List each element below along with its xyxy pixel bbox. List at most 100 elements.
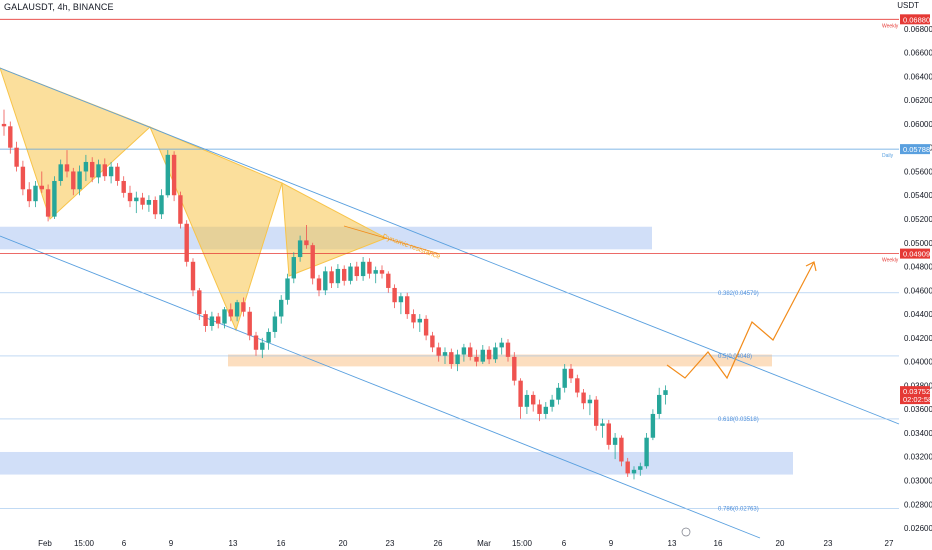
candle-body bbox=[486, 349, 492, 360]
price-tick-label: 0.03800 bbox=[904, 381, 932, 390]
price-tick-label: 0.03000 bbox=[904, 477, 932, 486]
pattern-left-triangle bbox=[0, 67, 151, 220]
countdown-text: 02:02:58 bbox=[903, 395, 932, 404]
candle-body bbox=[505, 342, 511, 357]
candle-body bbox=[266, 331, 271, 343]
fib-label: 0.786(0.02763) bbox=[718, 507, 759, 513]
candle-body bbox=[606, 423, 611, 445]
candle-body bbox=[386, 273, 391, 288]
candle-body bbox=[531, 394, 536, 405]
pattern-mid-triangle bbox=[149, 126, 283, 332]
candle-body bbox=[619, 437, 624, 462]
time-tick-label: 13 bbox=[229, 539, 238, 548]
fib-label: 0.618(0.03518) bbox=[718, 417, 759, 423]
candle-body bbox=[543, 406, 548, 414]
candle-body bbox=[279, 299, 284, 317]
channel-lower-line bbox=[0, 235, 761, 539]
daily-tag bbox=[900, 144, 930, 155]
candle-body bbox=[197, 290, 202, 315]
price-tick-label: 0.06000 bbox=[904, 120, 932, 129]
candle-body bbox=[455, 354, 460, 365]
time-tick-label: 16 bbox=[714, 539, 723, 548]
candle-body bbox=[291, 257, 296, 279]
price-tick-label: 0.02600 bbox=[904, 524, 932, 533]
candle-body bbox=[581, 392, 586, 404]
candle-body bbox=[411, 314, 416, 323]
candle-body bbox=[14, 147, 19, 167]
price-tick-label: 0.04000 bbox=[904, 358, 932, 367]
candle-body bbox=[342, 268, 347, 281]
candle-body bbox=[39, 185, 44, 190]
candle-body bbox=[260, 342, 265, 350]
candle-body bbox=[638, 466, 643, 470]
candle-body bbox=[190, 261, 196, 291]
candle-body bbox=[373, 270, 378, 274]
price-axis: 0.068000.066000.064000.062000.060000.058… bbox=[900, 14, 932, 533]
candle-body bbox=[304, 240, 309, 246]
currency-label: USDT bbox=[897, 1, 919, 10]
candle-body bbox=[83, 161, 89, 172]
candle-body bbox=[58, 164, 63, 181]
candle-body bbox=[392, 287, 397, 303]
candle-body bbox=[549, 399, 555, 407]
candle-body bbox=[121, 180, 126, 193]
candle-body bbox=[285, 278, 290, 300]
candle-body bbox=[77, 171, 82, 190]
candle-body bbox=[71, 171, 76, 190]
candle-body bbox=[499, 342, 504, 348]
time-tick-label: 6 bbox=[122, 539, 127, 548]
time-tick-label: Mar bbox=[477, 539, 491, 548]
candle-body bbox=[405, 296, 410, 315]
candle-body bbox=[241, 302, 246, 312]
candle-body bbox=[8, 126, 13, 148]
candle-body bbox=[102, 164, 107, 177]
candle-body bbox=[644, 437, 649, 467]
candle-body bbox=[209, 316, 215, 326]
time-tick-label: 23 bbox=[386, 539, 395, 548]
candle-body bbox=[631, 469, 637, 474]
time-tick-label: 15:00 bbox=[512, 539, 533, 548]
candle-body bbox=[27, 189, 32, 202]
candle-body bbox=[436, 347, 441, 356]
symbol-header: GALAUSDT, 4h, BINANCE bbox=[4, 2, 114, 12]
candle-body bbox=[247, 311, 252, 336]
price-tick-label: 0.04600 bbox=[904, 286, 932, 295]
projection-arrowhead bbox=[805, 261, 817, 272]
candle-body bbox=[657, 394, 662, 414]
candle-body bbox=[379, 270, 385, 274]
candle-body bbox=[417, 318, 422, 323]
time-tick-label: 16 bbox=[277, 539, 286, 548]
time-tick-label: 26 bbox=[434, 539, 443, 548]
candle-body bbox=[178, 195, 183, 224]
price-tick-label: 0.05000 bbox=[904, 239, 932, 248]
candle-body bbox=[354, 266, 359, 277]
price-tick-label: 0.05400 bbox=[904, 191, 932, 200]
orange-zone bbox=[228, 354, 772, 367]
price-tick-label: 0.04800 bbox=[904, 263, 932, 272]
candle-body bbox=[222, 309, 227, 324]
candle-body bbox=[165, 154, 170, 196]
candle-body bbox=[518, 380, 523, 407]
fib-label: 0.382(0.04579) bbox=[718, 291, 759, 297]
candle-body bbox=[20, 166, 26, 190]
event-icon bbox=[681, 527, 691, 537]
candle-body bbox=[272, 316, 278, 332]
candle-body bbox=[556, 387, 561, 400]
candle-body bbox=[323, 271, 328, 291]
weekly-top-tag-text: 0.06880 bbox=[903, 15, 930, 24]
lower-blue-zone bbox=[0, 451, 793, 475]
candle-body bbox=[108, 166, 114, 177]
candle-body bbox=[216, 316, 221, 324]
candle-body bbox=[562, 368, 567, 388]
price-tick-label: 0.06600 bbox=[904, 49, 932, 58]
candle-body bbox=[134, 197, 139, 202]
weekly-mid-label: Weekly bbox=[882, 258, 899, 264]
candle-body bbox=[449, 352, 454, 365]
candle-body bbox=[45, 189, 51, 217]
candle-body bbox=[367, 261, 372, 274]
candle-body bbox=[234, 302, 240, 317]
candle-body bbox=[600, 423, 605, 426]
candle-body bbox=[480, 349, 485, 362]
candle-body bbox=[33, 185, 38, 202]
